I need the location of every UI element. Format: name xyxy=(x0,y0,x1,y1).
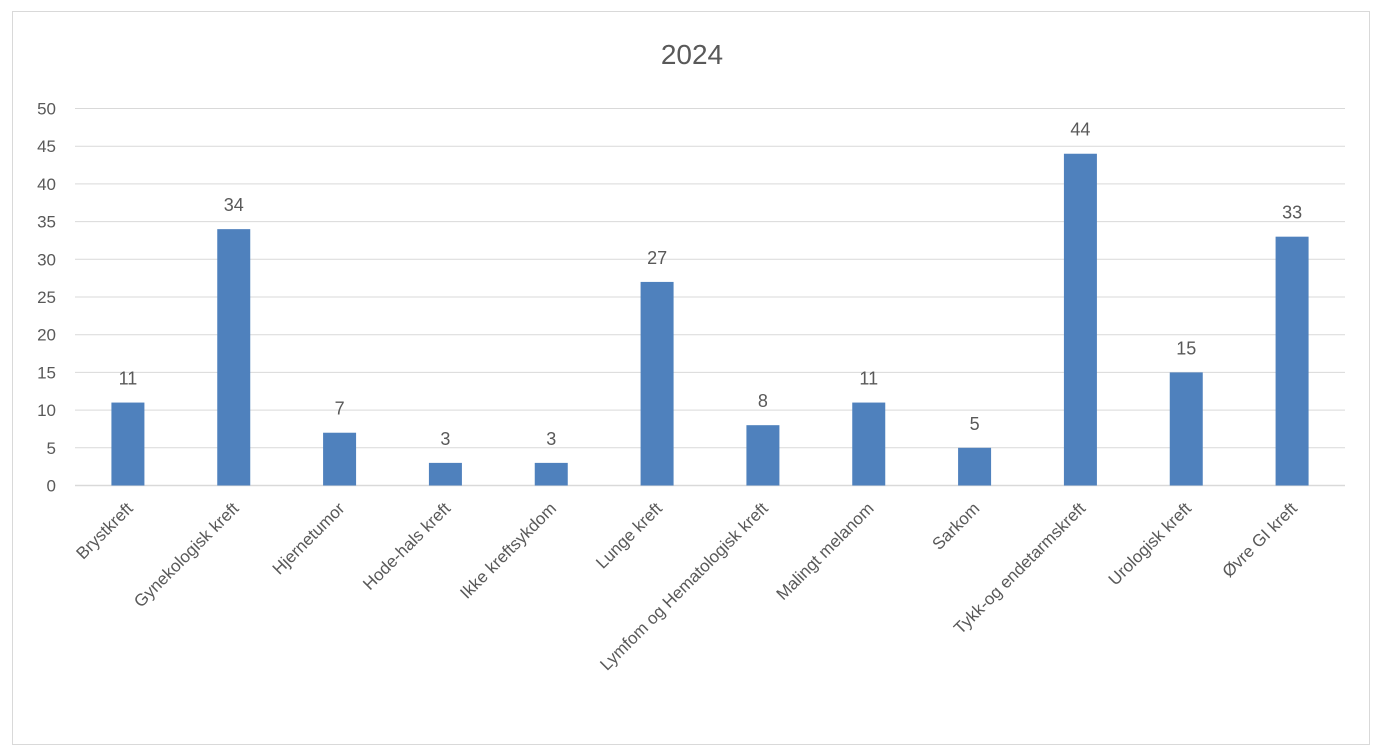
y-tick-label: 0 xyxy=(47,477,56,496)
data-label: 7 xyxy=(335,399,345,419)
data-label: 33 xyxy=(1282,203,1302,223)
x-tick-label: Sarkom xyxy=(929,499,984,554)
bars xyxy=(111,153,1309,486)
x-tick-label: Hode-hals kreft xyxy=(359,499,454,594)
bar xyxy=(746,425,780,486)
x-tick-label: Malingt melanom xyxy=(773,499,878,604)
x-tick-label: Øvre GI kreft xyxy=(1219,499,1301,581)
x-tick-label: Urologisk kreft xyxy=(1105,499,1195,589)
y-tick-label: 20 xyxy=(37,326,56,345)
x-tick-label: Gynekologisk kreft xyxy=(130,499,243,612)
data-label: 3 xyxy=(546,429,556,449)
bar xyxy=(111,402,145,486)
data-label: 8 xyxy=(758,391,768,411)
y-axis: 0 5 10 15 20 25 30 35 40 45 50 xyxy=(37,100,56,496)
y-tick-label: 25 xyxy=(37,288,56,307)
bar xyxy=(534,462,568,486)
x-tick-label: Lunge kreft xyxy=(592,499,666,573)
gridlines xyxy=(75,108,1345,487)
y-tick-label: 35 xyxy=(37,213,56,232)
bar xyxy=(323,432,357,486)
y-tick-label: 50 xyxy=(37,100,56,119)
y-tick-label: 15 xyxy=(37,363,56,382)
bar xyxy=(640,281,674,486)
data-label: 15 xyxy=(1176,338,1196,358)
x-tick-label: Ikke kreftsykdom xyxy=(456,499,560,603)
y-tick-label: 5 xyxy=(47,439,56,458)
bar xyxy=(852,402,886,486)
data-label: 11 xyxy=(119,369,138,389)
bar xyxy=(1169,372,1203,486)
data-label: 34 xyxy=(224,195,244,215)
bar xyxy=(958,447,992,486)
chart-title: 2024 xyxy=(661,39,723,70)
data-label: 5 xyxy=(970,414,980,434)
bar xyxy=(428,462,462,486)
bar xyxy=(1063,153,1097,486)
data-label: 11 xyxy=(859,369,878,389)
y-tick-label: 30 xyxy=(37,250,56,269)
x-tick-label: Hjernetumor xyxy=(269,499,349,579)
data-label: 44 xyxy=(1070,120,1090,140)
y-tick-label: 10 xyxy=(37,401,56,420)
y-tick-label: 40 xyxy=(37,175,56,194)
data-label: 3 xyxy=(440,429,450,449)
y-tick-label: 45 xyxy=(37,137,56,156)
x-tick-label: Brystkreft xyxy=(73,499,137,563)
bar xyxy=(1275,236,1309,486)
x-tick-label: Lymfom og Hematologisk kreft xyxy=(596,499,772,675)
data-label: 27 xyxy=(647,248,667,268)
bar xyxy=(217,229,251,486)
